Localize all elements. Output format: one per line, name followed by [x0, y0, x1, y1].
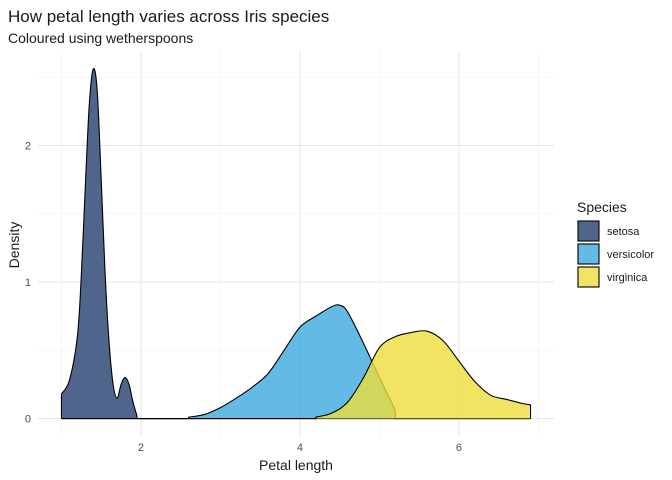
density-area-virginica [315, 330, 531, 419]
legend-key-virginica [577, 266, 600, 288]
x-tick-label: 6 [456, 442, 462, 454]
legend-item-virginica: virginica [577, 266, 648, 288]
x-axis-ticks: 2 4 6 [138, 442, 462, 454]
density-area-versicolor [188, 304, 396, 419]
y-axis-ticks: 0 1 2 [25, 141, 31, 426]
legend-label-virginica: virginica [607, 272, 648, 284]
density-line-versicolor [61, 304, 531, 420]
legend-label-versicolor: versicolor [607, 249, 654, 261]
legend-label-setosa: setosa [607, 226, 640, 238]
y-axis-label: Density [6, 222, 22, 269]
legend-item-versicolor: versicolor [577, 243, 654, 265]
x-tick-label: 2 [138, 442, 144, 454]
chart-title: How petal length varies across Iris spec… [8, 7, 329, 26]
density-area-setosa [61, 68, 137, 419]
density-line-setosa [60, 68, 531, 420]
x-axis-label: Petal length [259, 457, 333, 473]
legend-title: Species [577, 199, 627, 215]
chart-subtitle: Coloured using wetherspoons [8, 30, 193, 46]
legend-item-setosa: setosa [577, 220, 640, 242]
legend-key-setosa [577, 220, 600, 242]
legend: Species setosa versicolor virginica [577, 199, 654, 288]
x-tick-label: 4 [297, 442, 303, 454]
legend-key-versicolor [577, 243, 600, 265]
y-tick-label: 2 [25, 141, 31, 153]
density-areas [60, 68, 532, 420]
y-tick-label: 1 [25, 277, 31, 289]
y-tick-label: 0 [25, 414, 31, 426]
density-line-virginica [61, 330, 532, 420]
